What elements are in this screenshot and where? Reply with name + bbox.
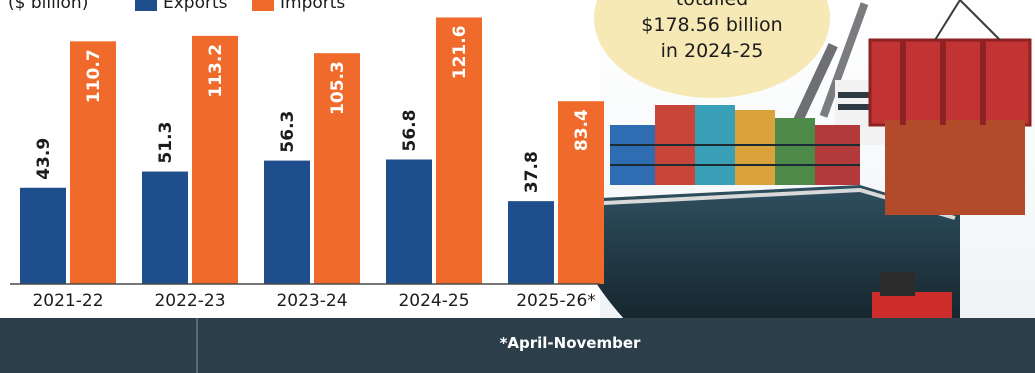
value-label-exports-2: 56.3 (278, 111, 298, 153)
bars (20, 17, 604, 285)
footer-band: *April-November (0, 318, 1035, 373)
bar-exports-4 (508, 201, 554, 284)
value-label-imports-0: 110.7 (84, 49, 104, 103)
bar-exports-3 (386, 159, 432, 284)
bar-imports-2 (314, 53, 360, 284)
bar-imports-3 (436, 17, 482, 285)
callout-bubble: totalled $178.56 billion in 2024-25 (594, 0, 830, 98)
bar-imports-0 (70, 41, 116, 285)
tick-label-1: 2022-23 (154, 291, 225, 311)
value-label-exports-3: 56.8 (400, 110, 420, 152)
footnote: *April-November (500, 334, 641, 352)
value-labels: 43.9 110.7 51.3 113.2 56.3 105.3 56.8 121.6 37.8… (34, 25, 592, 193)
bar-exports-0 (20, 187, 66, 284)
value-label-imports-4: 83.4 (572, 109, 592, 151)
bar-imports-4 (558, 101, 604, 285)
value-label-imports-1: 113.2 (206, 44, 226, 98)
bar-exports-2 (264, 160, 310, 284)
bar-exports-1 (142, 171, 188, 284)
value-label-exports-0: 43.9 (34, 138, 54, 180)
unit-label: ($ billion) (8, 0, 88, 13)
x-axis-ticks: 2021-22 2022-23 2023-24 2024-25 2025-26* (32, 291, 595, 311)
callout-line-3: in 2024-25 (661, 40, 764, 62)
value-label-exports-4: 37.8 (522, 151, 542, 193)
value-label-imports-2: 105.3 (328, 61, 348, 115)
value-label-imports-3: 121.6 (450, 25, 470, 79)
legend-label-imports: Imports (280, 0, 345, 13)
cargo-ship-photo (560, 0, 1035, 373)
tick-label-0: 2021-22 (32, 291, 103, 311)
legend-swatch-exports (135, 0, 157, 11)
callout-line-1: totalled (676, 0, 748, 10)
legend-label-exports: Exports (163, 0, 228, 13)
legend: ($ billion) Exports Imports (8, 0, 345, 13)
value-label-exports-1: 51.3 (156, 122, 176, 164)
tick-label-3: 2024-25 (398, 291, 469, 311)
legend-swatch-imports (252, 0, 274, 11)
tick-label-2: 2023-24 (276, 291, 347, 311)
callout-line-2: $178.56 billion (641, 14, 782, 36)
bar-imports-1 (192, 35, 238, 284)
tick-label-4: 2025-26* (516, 291, 596, 311)
